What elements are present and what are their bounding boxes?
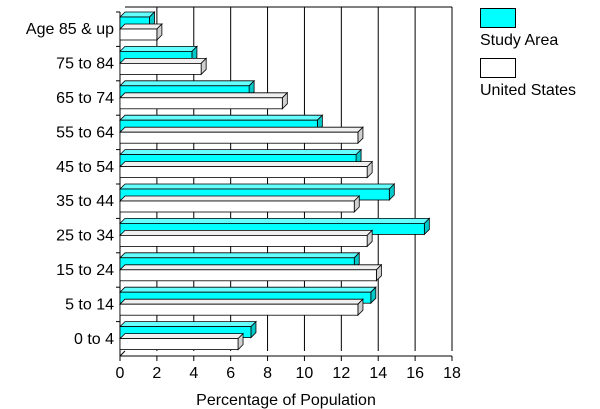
x-tick-label: 0 [116, 365, 125, 382]
bar-united-states-45-to-54-top [119, 161, 374, 168]
axis-depth-edge [119, 350, 126, 357]
bar-united-states-35-to-44 [119, 200, 355, 213]
x-tick-label: 4 [189, 365, 198, 382]
y-tick-label-age-85-up: Age 85 & up [26, 21, 114, 38]
y-tick-label-45-to-54: 45 to 54 [56, 159, 114, 176]
y-tick-label-65-to-74: 65 to 74 [56, 90, 114, 107]
bar-study-area-25-to-34-top [119, 217, 431, 224]
bar-united-states-5-to-14 [119, 303, 359, 316]
bar-study-area-15-to-24-top [119, 252, 361, 259]
legend-item-united-states: United States [480, 58, 598, 100]
bar-united-states-age-85-up [119, 28, 158, 41]
x-tick-label: 10 [296, 365, 314, 382]
bar-united-states-45-to-54 [119, 166, 368, 179]
bar-study-area-45-to-54-top [119, 149, 363, 156]
x-tick-label: 2 [152, 365, 161, 382]
bar-united-states-55-to-64 [119, 131, 359, 144]
bar-study-area-75-to-84-top [119, 46, 198, 52]
bar-united-states-0-to-4 [119, 338, 239, 351]
y-tick-label-55-to-64: 55 to 64 [56, 124, 114, 141]
y-tick-label-5-to-14: 5 to 14 [65, 296, 114, 313]
bar-study-area-55-to-64-top [119, 114, 324, 121]
bar-united-states-15-to-24 [119, 269, 377, 282]
y-tick-label-25-to-34: 25 to 34 [56, 228, 114, 245]
bar-united-states-55-to-64-top [119, 126, 364, 133]
x-tick-label: 18 [443, 365, 461, 382]
bar-study-area-0-to-4-top [119, 321, 257, 328]
bar-united-states-75-to-84 [119, 63, 202, 75]
y-tick-label-75-to-84: 75 to 84 [56, 56, 114, 73]
bar-united-states-35-to-44-top [119, 195, 361, 202]
legend-label-united-states: United States [480, 82, 577, 99]
y-tick-label-35-to-44: 35 to 44 [56, 193, 114, 210]
bar-united-states-65-to-74-top [119, 92, 289, 99]
x-tick-label: 8 [263, 365, 272, 382]
bar-united-states-age-85-up-top [119, 23, 163, 30]
x-tick-label: 12 [332, 365, 350, 382]
legend-label-study-area: Study Area [480, 32, 559, 49]
legend: Study Area United States [480, 8, 598, 108]
bar-united-states-25-to-34-top [119, 229, 374, 236]
bar-united-states-25-to-34 [119, 234, 368, 247]
x-tick-label: 14 [369, 365, 387, 382]
legend-swatch-study-area [480, 8, 516, 28]
legend-swatch-united-states [480, 58, 516, 78]
y-tick-label-15-to-24: 15 to 24 [56, 262, 114, 279]
bar-united-states-0-to-4-top [119, 333, 245, 340]
bar-study-area-65-to-74-top [119, 80, 256, 87]
bar-united-states-5-to-14-top [119, 298, 364, 305]
x-tick-label: 16 [406, 365, 424, 382]
bar-study-area-5-to-14-top [119, 286, 377, 293]
legend-item-study-area: Study Area [480, 8, 598, 50]
bar-united-states-15-to-24-top [119, 264, 383, 271]
bar-united-states-65-to-74 [119, 97, 283, 110]
bar-study-area-35-to-44-top [119, 183, 396, 190]
x-axis-title: Percentage of Population [196, 392, 376, 409]
bar-study-area-age-85-up-top [119, 11, 156, 18]
x-tick-label: 6 [226, 365, 235, 382]
bar-united-states-75-to-84-top [119, 58, 208, 64]
y-tick-label-0-to-4: 0 to 4 [74, 331, 114, 348]
